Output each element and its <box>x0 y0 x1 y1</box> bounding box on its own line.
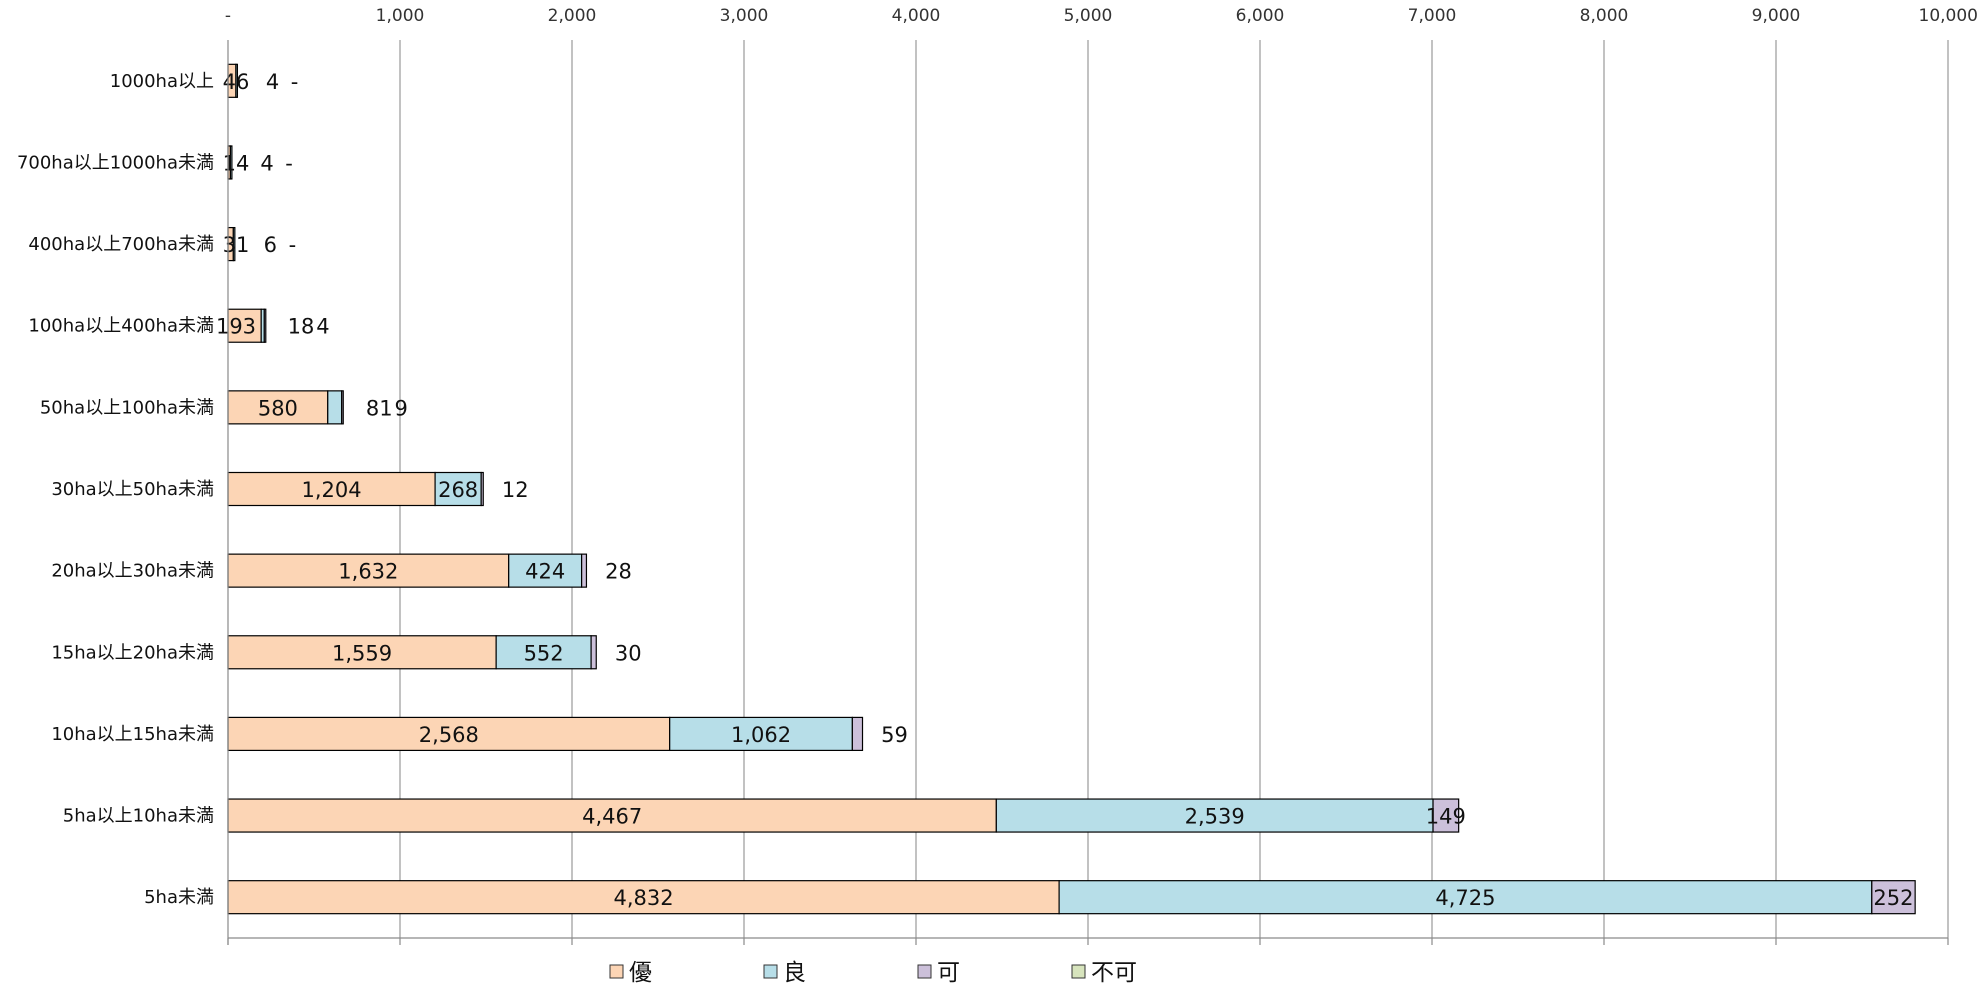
data-label: - <box>285 151 293 175</box>
data-label: 28 <box>605 560 632 584</box>
bar-segment <box>1058 880 1873 915</box>
x-tick-label: 10,000 <box>1919 6 1978 26</box>
legend-swatch <box>1071 964 1086 979</box>
bar-segment <box>480 471 484 507</box>
legend-label: 優 <box>629 960 652 986</box>
data-label: 30 <box>615 641 642 665</box>
category-label: 1000ha以上 <box>110 71 214 92</box>
bar-segment <box>263 308 267 343</box>
x-tick-label: 3,000 <box>720 6 769 26</box>
data-label: 4,832 <box>613 886 673 910</box>
x-tick-label: - <box>225 6 231 26</box>
bar-segment <box>581 553 588 588</box>
category-label: 700ha以上1000ha未満 <box>17 152 214 173</box>
bar-segment <box>232 226 236 262</box>
x-tick-label: 7,000 <box>1408 6 1457 26</box>
bars <box>227 63 1916 915</box>
legend: 優 良 可 不可 <box>609 960 1137 986</box>
data-label: 6 <box>264 233 277 257</box>
category-label: 20ha以上30ha未満 <box>51 561 214 582</box>
x-tick-label: 2,000 <box>548 6 597 26</box>
data-label: 4,467 <box>582 805 642 829</box>
data-label: - <box>291 70 299 94</box>
category-label: 15ha以上20ha未満 <box>51 642 214 663</box>
data-label: 4 <box>266 70 279 94</box>
x-tick-label: 6,000 <box>1236 6 1285 26</box>
category-labels: 1000ha以上 700ha以上1000ha未満 400ha以上700ha未満 100… <box>17 71 214 908</box>
legend-label: 良 <box>783 960 806 986</box>
x-tick-label: 8,000 <box>1580 6 1629 26</box>
bar-segment <box>235 63 239 98</box>
data-label: 31 <box>223 233 250 257</box>
data-label: 580 <box>258 396 298 420</box>
data-label: 2,539 <box>1185 805 1245 829</box>
bar-segment <box>327 390 343 425</box>
bar-segment <box>495 635 592 670</box>
data-label: 1,062 <box>731 723 791 747</box>
data-label: 14 <box>223 151 250 175</box>
data-label: 9 <box>395 396 408 420</box>
bar-segment <box>341 390 344 425</box>
data-label: 268 <box>438 478 478 502</box>
legend-label: 可 <box>937 960 960 986</box>
legend-swatch <box>609 964 624 979</box>
category-label: 10ha以上15ha未満 <box>51 724 214 745</box>
category-label: 30ha以上50ha未満 <box>51 479 214 500</box>
gridlines <box>399 40 1949 938</box>
data-label: 59 <box>881 723 908 747</box>
data-label: 552 <box>524 641 564 665</box>
x-tick-label: 4,000 <box>892 6 941 26</box>
category-label: 50ha以上100ha未満 <box>40 397 214 418</box>
category-label: 5ha以上10ha未満 <box>63 806 214 827</box>
data-label: 81 <box>366 396 393 420</box>
bar-segment <box>995 798 1434 833</box>
data-label: 149 <box>1426 805 1466 829</box>
bar-segment <box>227 390 329 425</box>
data-label: 46 <box>223 70 250 94</box>
bar-segment <box>227 716 671 752</box>
x-tick-label: 1,000 <box>376 6 425 26</box>
data-label: 424 <box>525 560 565 584</box>
bar-segment <box>851 716 864 752</box>
category-label: 100ha以上400ha未満 <box>28 316 214 337</box>
data-label: 12 <box>502 478 529 502</box>
bar-segment <box>1871 880 1916 915</box>
data-label: 4 <box>260 151 273 175</box>
data-label: 1,632 <box>338 560 398 584</box>
bar-segment <box>227 880 1060 915</box>
bar-segment <box>227 635 497 670</box>
data-label: 252 <box>1873 886 1913 910</box>
bar-segment <box>590 635 597 670</box>
legend-swatch <box>763 964 778 979</box>
category-axis <box>227 40 1949 945</box>
data-label: 193 <box>216 315 256 339</box>
data-label: 4 <box>316 315 329 339</box>
category-label: 400ha以上700ha未満 <box>28 234 214 255</box>
data-label: 4,725 <box>1435 886 1495 910</box>
data-label: 1,204 <box>301 478 361 502</box>
x-tick-label: 5,000 <box>1064 6 1113 26</box>
data-label: 18 <box>288 315 315 339</box>
bar-segment <box>434 471 482 507</box>
data-label: - <box>289 233 297 257</box>
bar-segment <box>227 553 510 588</box>
bar-segment <box>229 145 233 180</box>
data-label: 1,559 <box>332 641 392 665</box>
category-label: 5ha未満 <box>144 887 214 908</box>
legend-swatch <box>917 964 932 979</box>
bar-segment <box>1432 798 1460 833</box>
x-axis-tick-labels: - 1,000 2,000 3,000 4,000 5,000 6,000 7,000 8,00… <box>225 6 1978 26</box>
legend-label: 不可 <box>1091 960 1137 986</box>
data-label: 2,568 <box>419 723 479 747</box>
x-tick-label: 9,000 <box>1752 6 1801 26</box>
